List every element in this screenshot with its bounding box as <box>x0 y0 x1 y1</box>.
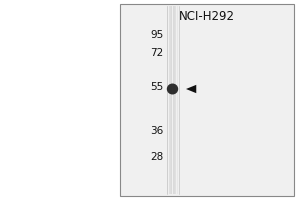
Bar <box>172 6 173 194</box>
Text: 95: 95 <box>150 30 164 40</box>
Text: 55: 55 <box>150 82 164 92</box>
Text: 72: 72 <box>150 48 164 58</box>
Text: 36: 36 <box>150 126 164 136</box>
Polygon shape <box>186 85 196 93</box>
Bar <box>177 6 178 194</box>
Ellipse shape <box>167 83 178 94</box>
Text: 28: 28 <box>150 152 164 162</box>
Bar <box>170 6 171 194</box>
Bar <box>168 6 169 194</box>
Bar <box>120 4 294 196</box>
Bar <box>171 6 172 194</box>
Bar <box>175 6 176 194</box>
Bar <box>176 6 177 194</box>
Bar <box>169 6 170 194</box>
Bar <box>167 6 168 194</box>
Text: NCI-H292: NCI-H292 <box>179 9 235 22</box>
Bar <box>173 6 174 194</box>
Bar <box>174 6 175 194</box>
